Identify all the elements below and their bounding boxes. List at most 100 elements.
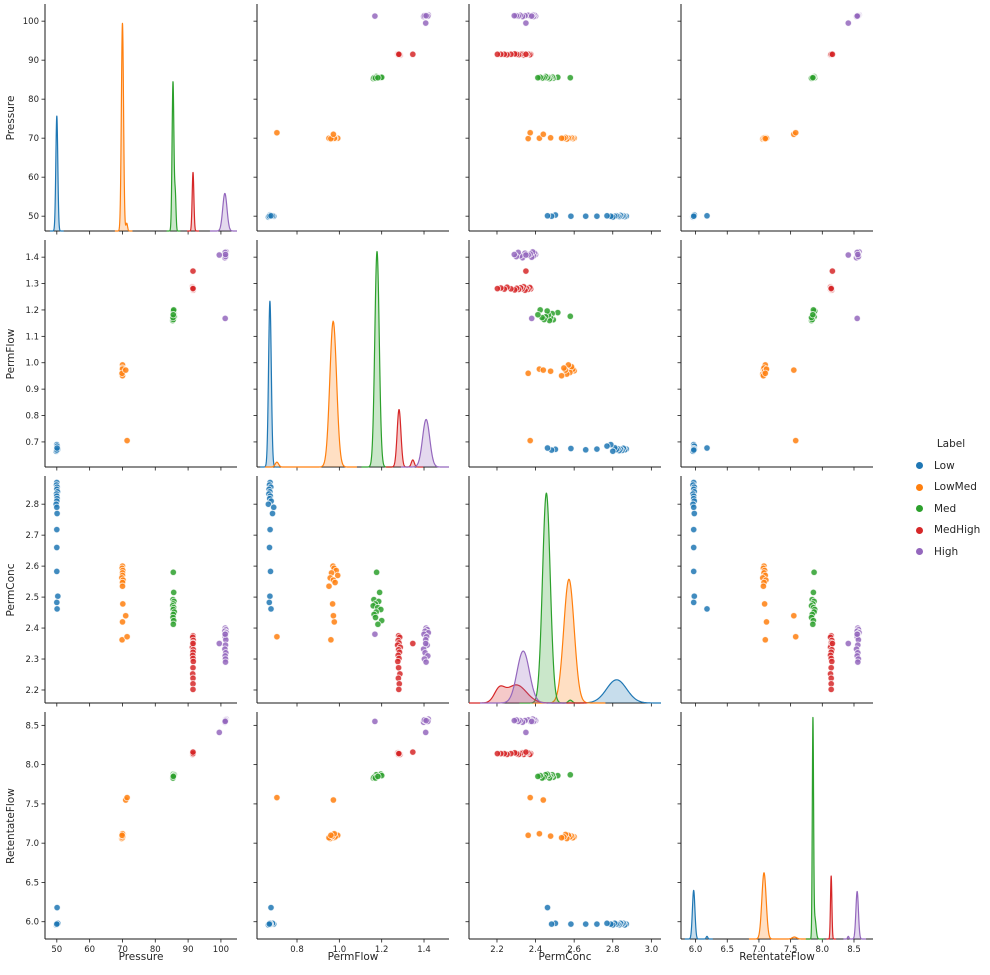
subplot-kde-permconc bbox=[465, 476, 661, 707]
legend-item-medhigh: MedHigh bbox=[903, 520, 990, 542]
scatter-point-med bbox=[534, 772, 542, 781]
y-axis-label-pressure: Pressure bbox=[5, 95, 17, 140]
scatter-point-medhigh bbox=[828, 639, 837, 648]
x-tick-label: 6.5 bbox=[720, 945, 734, 955]
scatter-point-med bbox=[169, 772, 177, 781]
x-axis-label-retentateflow: RetentateFlow bbox=[739, 951, 815, 963]
kde-curve-med bbox=[519, 492, 585, 704]
scatter-point-lowmed bbox=[792, 633, 800, 641]
scatter-point-medhigh bbox=[828, 657, 836, 666]
scatter-point-medhigh bbox=[828, 267, 837, 275]
scatter-point-high bbox=[510, 716, 518, 725]
x-tick-label: 1.0 bbox=[333, 945, 347, 955]
legend: Label Low LowMed Med MedHigh High bbox=[903, 438, 990, 563]
scatter-point-low bbox=[690, 543, 698, 552]
scatter-point-medhigh bbox=[493, 50, 502, 58]
scatter-point-lowmed bbox=[792, 129, 800, 137]
subplot-permconc-vs-permflow bbox=[253, 476, 449, 707]
subplot-permflow-vs-retentateflow bbox=[677, 240, 873, 471]
scatter-point-medhigh bbox=[409, 50, 417, 58]
scatter-point-lowmed bbox=[524, 831, 532, 839]
scatter-point-low bbox=[703, 444, 711, 452]
y-tick-label: 1.0 bbox=[25, 359, 39, 369]
scatter-point-high bbox=[528, 12, 536, 20]
scatter-point-low bbox=[53, 605, 61, 613]
y-axis-label-permflow: PermFlow bbox=[5, 328, 17, 379]
scatter-point-lowmed bbox=[557, 834, 566, 842]
scatter-point-lowmed bbox=[546, 832, 555, 840]
kde-area-lowmed bbox=[532, 579, 606, 703]
scatter-point-low bbox=[582, 212, 590, 220]
legend-entries: Low LowMed Med MedHigh High bbox=[903, 455, 990, 563]
scatter-point-high bbox=[422, 658, 430, 666]
kde-area-low bbox=[49, 116, 64, 231]
scatter-point-medhigh bbox=[522, 748, 530, 756]
legend-marker-icon bbox=[916, 505, 923, 513]
scatter-point-lowmed bbox=[560, 364, 568, 372]
scatter-point-lowmed bbox=[524, 134, 532, 143]
kde-curve-lowmed bbox=[748, 872, 811, 940]
x-tick-label: 6.0 bbox=[689, 945, 703, 955]
scatter-point-medhigh bbox=[189, 685, 197, 694]
scatter-point-med bbox=[809, 74, 817, 82]
scatter-point-lowmed bbox=[273, 793, 281, 802]
x-tick-label: 50 bbox=[51, 945, 62, 955]
scatter-point-lowmed bbox=[557, 134, 566, 142]
kde-curve-medhigh bbox=[186, 171, 200, 232]
y-tick-label: 0.7 bbox=[25, 438, 39, 448]
scatter-point-lowmed bbox=[123, 436, 131, 445]
kde-curve-med bbox=[166, 81, 181, 232]
kde-area-high bbox=[480, 651, 567, 703]
scatter-point-lowmed bbox=[122, 366, 130, 374]
scatter-point-lowmed bbox=[331, 578, 339, 587]
x-tick-label: 8.5 bbox=[847, 945, 861, 955]
legend-label: Low bbox=[934, 459, 955, 472]
y-tick-label: 80 bbox=[28, 95, 39, 105]
kde-area-medhigh bbox=[385, 409, 424, 467]
y-tick-label: 1.3 bbox=[25, 280, 39, 290]
kde-area-med bbox=[361, 251, 393, 467]
scatter-point-low bbox=[54, 592, 62, 600]
scatter-point-medhigh bbox=[522, 50, 530, 58]
scatter-point-high bbox=[371, 717, 379, 726]
y-tick-label: 2.7 bbox=[25, 531, 39, 541]
scatter-point-med bbox=[372, 568, 381, 576]
scatter-point-low bbox=[690, 446, 698, 454]
kde-curve-lowmed bbox=[264, 320, 357, 468]
kde-curve-lowmed bbox=[114, 22, 133, 232]
scatter-point-medhigh bbox=[522, 267, 530, 275]
legend-item-lowmed: LowMed bbox=[903, 477, 990, 499]
scatter-point-low bbox=[543, 444, 552, 452]
x-tick-label: 2.4 bbox=[529, 945, 543, 955]
scatter-point-lowmed bbox=[792, 436, 800, 445]
scatter-point-low bbox=[703, 605, 711, 613]
kde-area-high bbox=[400, 419, 449, 467]
scatter-point-medhigh bbox=[394, 664, 403, 672]
scatter-point-low bbox=[703, 212, 711, 220]
scatter-point-medhigh bbox=[189, 639, 197, 648]
scatter-point-lowmed bbox=[546, 367, 555, 375]
scatter-point-med bbox=[374, 620, 382, 628]
scatter-point-lowmed bbox=[330, 618, 338, 626]
x-tick-label: 7.0 bbox=[752, 945, 766, 955]
scatter-point-med bbox=[809, 620, 817, 628]
scatter-point-lowmed bbox=[761, 134, 769, 143]
scatter-point-medhigh bbox=[395, 50, 403, 58]
scatter-point-lowmed bbox=[546, 134, 555, 142]
legend-item-low: Low bbox=[903, 455, 990, 477]
scatter-point-med bbox=[809, 588, 818, 597]
scatter-point-lowmed bbox=[334, 571, 342, 580]
scatter-point-high bbox=[422, 19, 430, 27]
subplot-retentateflow-vs-permflow: 0.8 1.0 1.2 1.4 bbox=[253, 712, 449, 955]
scatter-point-lowmed bbox=[539, 796, 547, 804]
y-tick-label: 8.5 bbox=[25, 721, 39, 731]
x-tick-label: 7.5 bbox=[784, 945, 798, 955]
scatter-point-high bbox=[853, 314, 861, 323]
scatter-point-low bbox=[53, 543, 61, 552]
scatter-point-lowmed bbox=[539, 130, 547, 138]
scatter-point-low bbox=[267, 605, 275, 613]
subplot-permflow-vs-permconc bbox=[465, 240, 661, 471]
x-tick-label: 1.2 bbox=[375, 945, 389, 955]
scatter-point-lowmed bbox=[123, 633, 131, 641]
